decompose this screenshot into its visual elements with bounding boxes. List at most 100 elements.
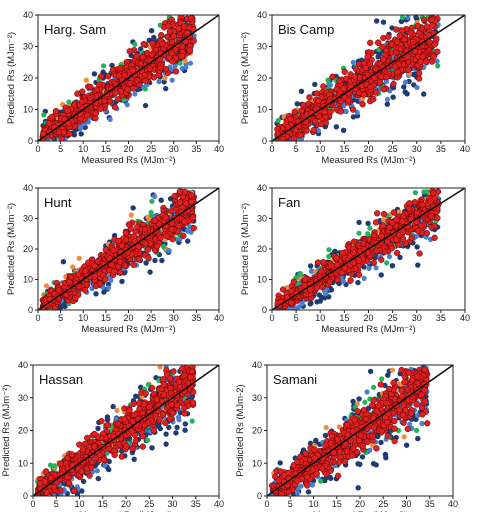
data-point <box>58 135 65 141</box>
data-point <box>109 62 115 69</box>
data-point <box>362 64 369 72</box>
data-point <box>373 89 380 96</box>
y-tick-label: 10 <box>257 105 267 115</box>
data-point <box>149 212 155 218</box>
x-tick-label: 30 <box>169 313 179 323</box>
data-point <box>367 84 374 91</box>
data-point <box>140 40 147 48</box>
data-point <box>405 205 413 212</box>
one-to-one-line <box>271 187 466 311</box>
x-tick-label: 35 <box>436 313 446 323</box>
data-point <box>384 96 390 103</box>
data-point <box>91 262 98 269</box>
data-point <box>124 86 131 93</box>
data-point <box>43 283 50 289</box>
data-point <box>111 268 118 275</box>
data-point <box>339 249 346 257</box>
data-point <box>78 131 84 137</box>
data-point <box>298 107 305 114</box>
panel-title: Bis Camp <box>278 22 334 37</box>
data-point <box>76 255 82 261</box>
data-point <box>386 254 393 260</box>
data-point <box>393 38 401 45</box>
data-point <box>186 47 194 54</box>
title-box <box>40 18 122 39</box>
y-tick-label: 0 <box>28 136 33 146</box>
data-point <box>142 102 149 109</box>
data-point <box>416 70 423 77</box>
data-point <box>151 217 158 224</box>
data-point <box>297 132 304 139</box>
data-point <box>404 53 411 60</box>
data-point <box>133 52 140 59</box>
data-point <box>375 54 381 60</box>
y-tick-label: 10 <box>257 275 267 285</box>
x-tick-label: 15 <box>101 144 111 154</box>
data-point <box>426 39 433 46</box>
data-points <box>274 188 442 310</box>
data-point <box>423 230 431 237</box>
data-point <box>325 77 331 83</box>
data-point <box>328 262 335 269</box>
data-point <box>93 291 99 297</box>
data-point <box>101 289 107 295</box>
data-point <box>389 263 396 269</box>
data-point <box>163 85 169 92</box>
data-point <box>347 277 354 284</box>
data-point <box>145 254 152 262</box>
data-point <box>66 279 73 286</box>
data-point <box>379 43 386 51</box>
x-tick-label: 30 <box>412 144 422 154</box>
data-point <box>399 218 406 225</box>
data-point <box>415 75 423 82</box>
data-point <box>84 111 91 119</box>
data-point <box>399 27 406 34</box>
data-point <box>350 238 358 245</box>
data-point <box>376 79 384 86</box>
data-point <box>180 232 187 239</box>
data-point <box>92 110 99 117</box>
data-point <box>415 262 421 268</box>
data-point <box>117 88 124 95</box>
data-point <box>70 264 76 270</box>
data-point <box>288 287 295 295</box>
data-point <box>306 94 313 101</box>
x-tick-label: 30 <box>169 144 179 154</box>
x-tick-label: 20 <box>363 313 373 323</box>
data-point <box>161 79 167 85</box>
data-point <box>326 278 334 285</box>
data-point <box>152 193 158 199</box>
data-point <box>173 430 179 436</box>
data-point <box>95 425 101 432</box>
data-point <box>355 271 363 278</box>
y-tick-label: 0 <box>28 305 33 315</box>
data-point <box>309 269 315 275</box>
data-point <box>143 260 149 266</box>
data-point <box>355 257 363 264</box>
data-point <box>87 83 94 91</box>
x-tick-label: 10 <box>315 313 325 323</box>
data-point <box>113 416 119 422</box>
data-point <box>166 28 174 35</box>
data-point <box>416 250 423 257</box>
data-point <box>399 15 405 20</box>
data-point <box>290 278 297 285</box>
data-point <box>294 101 300 107</box>
data-point <box>75 271 82 278</box>
data-point <box>100 63 107 69</box>
data-point <box>101 97 108 105</box>
data-point <box>97 105 104 112</box>
data-point <box>110 247 117 254</box>
data-point <box>365 231 371 237</box>
x-tick-label: 40 <box>460 144 470 154</box>
y-tick-label: 30 <box>257 42 267 52</box>
data-point <box>373 247 380 254</box>
data-point <box>334 276 341 283</box>
data-point <box>158 32 165 39</box>
y-axis-label: Predicted Rs (MJm⁻²) <box>240 203 251 295</box>
data-point <box>350 59 356 65</box>
data-point <box>175 25 182 32</box>
data-point <box>66 130 73 138</box>
data-point <box>315 127 321 134</box>
